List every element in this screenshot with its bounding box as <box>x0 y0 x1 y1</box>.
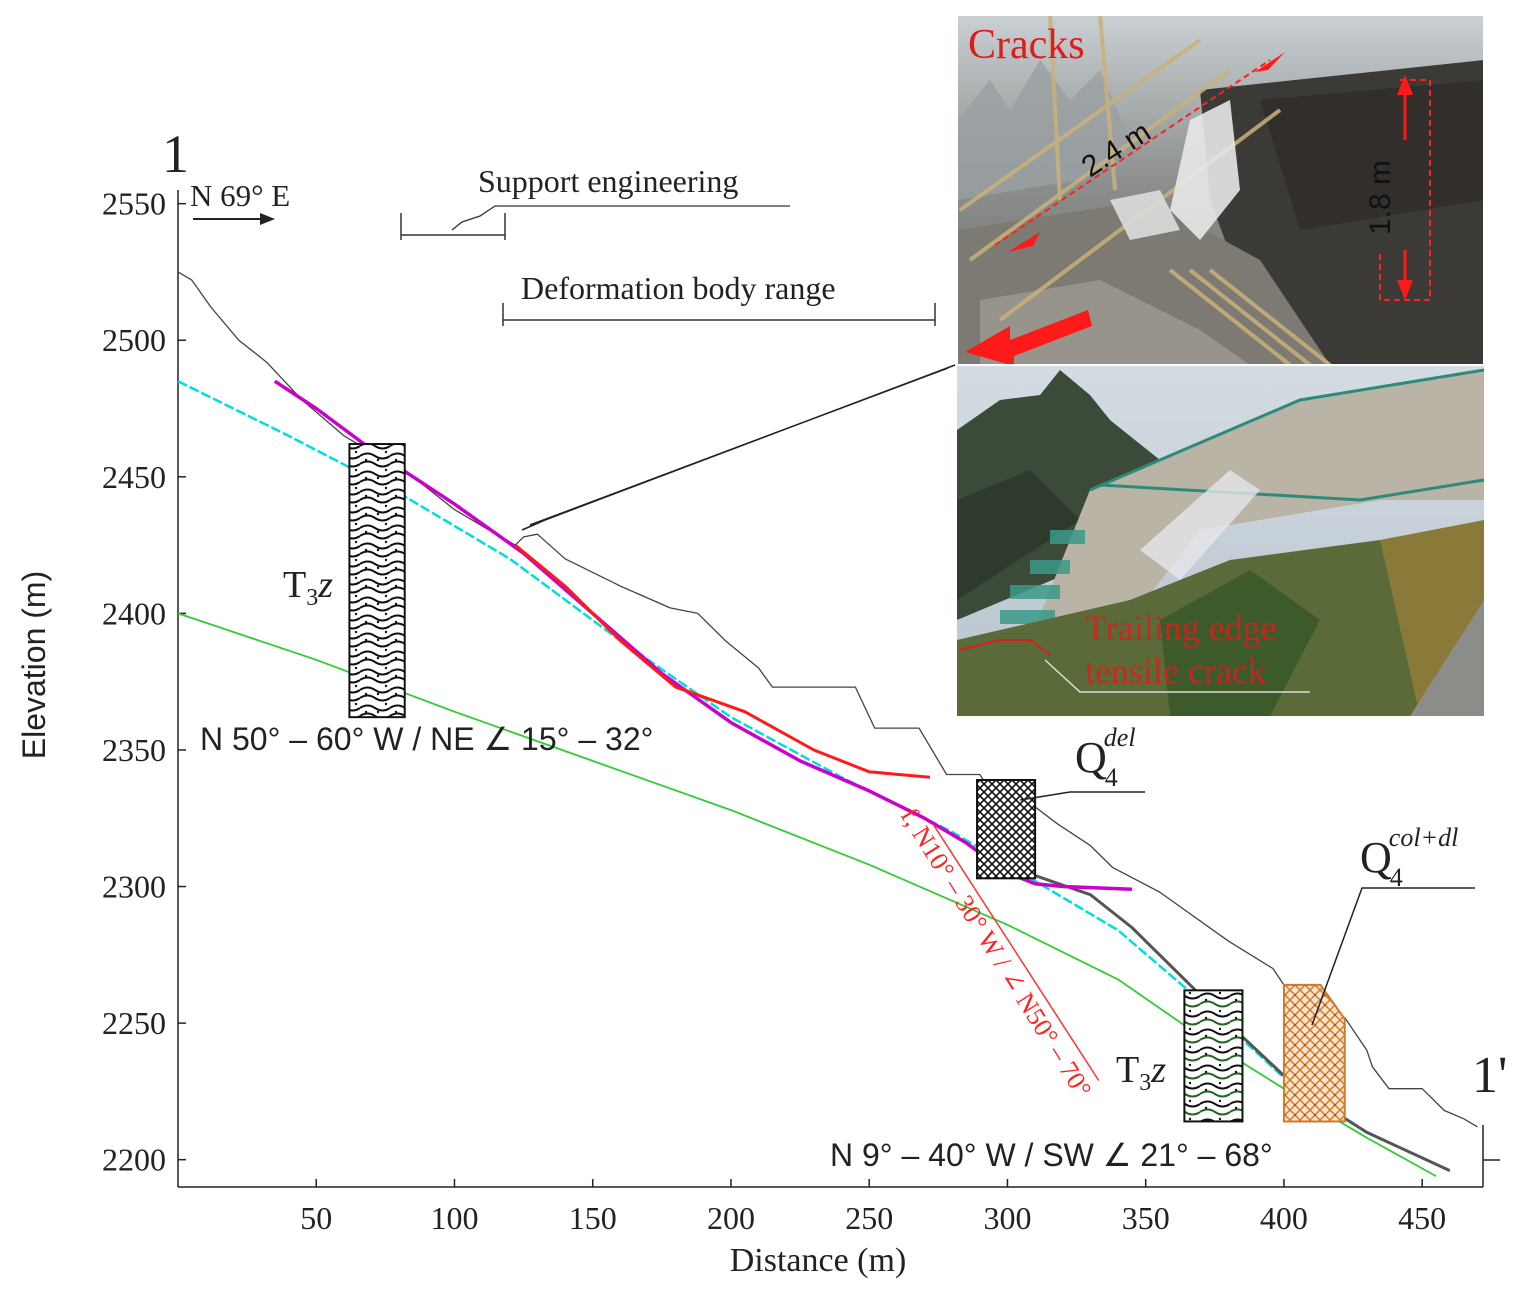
y-tick-label: 2450 <box>102 459 166 495</box>
y-tick-label: 2400 <box>102 595 166 631</box>
height-measure-label: 1.8 m <box>1364 160 1397 235</box>
trailing-edge-label-1: Trailing edge <box>1085 608 1277 648</box>
crack-photo <box>956 14 1485 367</box>
q4-col-label: Q4col+dl <box>1360 823 1458 892</box>
q4-del-label: Q4del <box>1075 723 1136 792</box>
support-engineering-label: Support engineering <box>478 163 738 199</box>
y-tick-label: 2200 <box>102 1142 166 1178</box>
y-tick-label: 2500 <box>102 322 166 358</box>
x-tick-label: 350 <box>1122 1200 1170 1236</box>
q4-del-leader <box>1019 791 1145 801</box>
column-t3z-upper <box>348 443 406 719</box>
cracks-label: Cracks <box>968 22 1085 68</box>
x-tick-label: 150 <box>569 1200 617 1236</box>
upper-unit-label: T3z <box>283 564 333 611</box>
profile-end-label: 1' <box>1472 1047 1507 1104</box>
deformation-range-annotation <box>502 303 936 326</box>
x-tick-label: 100 <box>430 1200 478 1236</box>
lower-unit-label: T3z <box>1116 1049 1166 1096</box>
column-t3z-lower <box>1183 989 1244 1123</box>
y-tick-label: 2300 <box>102 869 166 905</box>
x-tick-label: 400 <box>1260 1200 1308 1236</box>
direction-arrow <box>193 213 275 225</box>
direction-label: N 69° E <box>190 178 290 213</box>
x-tick-label: 250 <box>845 1200 893 1236</box>
x-axis-label: Distance (m) <box>730 1242 907 1279</box>
trailing-edge-label-2: tensile crack <box>1085 651 1266 691</box>
x-tick-label: 50 <box>300 1200 332 1236</box>
column-q4-del <box>976 779 1037 880</box>
x-tick-label: 450 <box>1398 1200 1446 1236</box>
deformation-range-label: Deformation body range <box>521 270 836 306</box>
x-tick-label: 300 <box>983 1200 1031 1236</box>
column-q4-col-dl <box>1282 983 1346 1123</box>
y-tick-label: 2350 <box>102 732 166 768</box>
x-tick-label: 200 <box>707 1200 755 1236</box>
y-tick-label: 2550 <box>102 186 166 222</box>
series-red-slip <box>514 543 931 779</box>
profile-start-label: 1 <box>162 124 189 184</box>
upper-attitude-label: N 50° – 60° W / NE ∠ 15° – 32° <box>200 721 653 757</box>
slope-photo <box>957 366 1485 716</box>
support-engineering-annotation <box>400 205 790 240</box>
columns-layer <box>348 443 1346 1123</box>
y-axis-label: Elevation (m) <box>16 571 52 760</box>
series-fault <box>932 823 1100 1081</box>
y-tick-label: 2250 <box>102 1005 166 1041</box>
lower-attitude-label: N 9° – 40° W / SW ∠ 21° – 68° <box>830 1137 1273 1173</box>
q4-col-leader <box>1311 887 1475 1026</box>
axes: 50 100 150 200 250 300 350 400 450 2200 2250 2300 2… <box>102 186 1500 1236</box>
photo-callout-line <box>521 364 956 531</box>
